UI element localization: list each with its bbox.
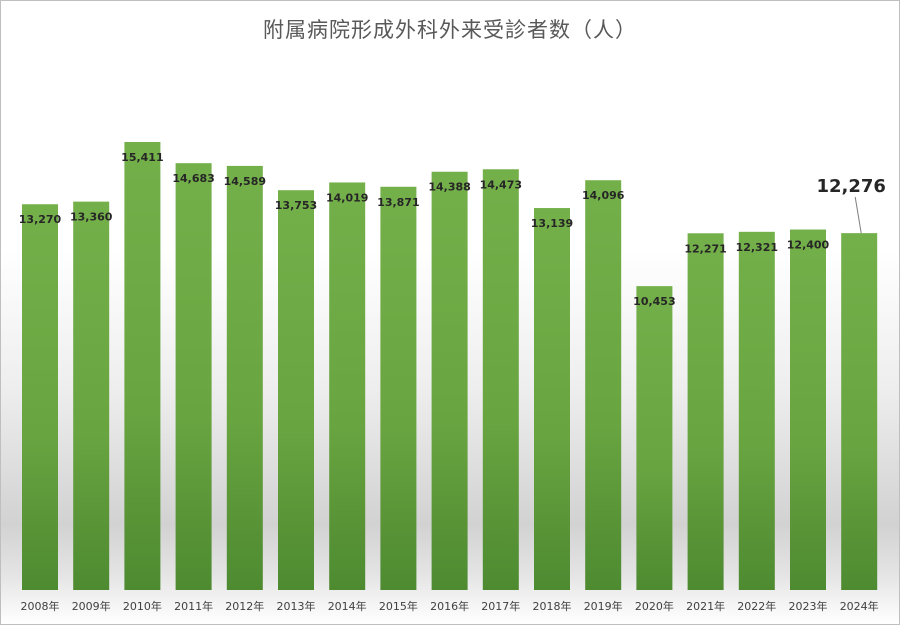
bar-2020年 xyxy=(636,286,673,590)
x-tick-label: 2021年 xyxy=(686,599,725,613)
value-label: 12,321 xyxy=(736,241,778,254)
x-tick-label: 2014年 xyxy=(328,599,367,613)
bar-2009年 xyxy=(73,201,110,590)
bar-2010年 xyxy=(124,142,161,590)
value-label: 13,753 xyxy=(275,199,317,212)
x-tick-label: 2010年 xyxy=(123,599,162,613)
x-tick-label: 2009年 xyxy=(72,599,111,613)
bar-2018年 xyxy=(534,208,570,590)
x-tick-label: 2024年 xyxy=(840,599,879,613)
x-tick-label: 2017年 xyxy=(481,599,520,613)
bar-2014年 xyxy=(329,182,366,590)
x-tick-label: 2011年 xyxy=(174,599,213,613)
value-label: 14,589 xyxy=(224,175,266,188)
bar-2022年 xyxy=(738,231,775,590)
bar-2013年 xyxy=(278,190,314,590)
bar-2024年 xyxy=(841,233,878,591)
value-label: 14,388 xyxy=(428,181,470,194)
value-label: 13,360 xyxy=(70,211,113,224)
value-label: 10,453 xyxy=(633,295,675,308)
bar-2011年 xyxy=(175,163,212,590)
bar-2016年 xyxy=(431,171,468,590)
x-tick-label: 2018年 xyxy=(533,599,572,613)
value-label: 13,270 xyxy=(19,213,62,226)
callout-leader-line xyxy=(854,196,862,234)
x-tick-label: 2020年 xyxy=(635,599,674,613)
value-label: 13,871 xyxy=(377,196,419,209)
bar-2008年 xyxy=(22,204,58,590)
highlight-value-label: 12,276 xyxy=(816,176,885,197)
x-tick-label: 2023年 xyxy=(789,599,828,613)
x-tick-label: 2019年 xyxy=(584,599,623,613)
chart-title: 附属病院形成外科外来受診者数（人） xyxy=(263,18,637,42)
x-tick-label: 2013年 xyxy=(277,599,316,613)
value-label: 14,019 xyxy=(326,191,368,204)
bar-2019年 xyxy=(585,180,622,590)
bar-2015年 xyxy=(380,186,417,591)
x-tick-label: 2012年 xyxy=(225,599,264,613)
x-tick-label: 2022年 xyxy=(737,599,776,613)
bar-2021年 xyxy=(687,233,724,590)
value-label: 14,473 xyxy=(480,178,522,191)
value-label: 13,139 xyxy=(531,217,573,230)
value-label: 12,400 xyxy=(787,239,830,252)
bar-2023年 xyxy=(790,229,826,590)
bar-2012年 xyxy=(226,165,263,590)
value-label: 12,271 xyxy=(684,242,726,255)
value-label: 14,683 xyxy=(172,172,214,185)
x-tick-label: 2015年 xyxy=(379,599,418,613)
value-label: 14,096 xyxy=(582,189,625,202)
bar-2017年 xyxy=(482,169,519,590)
x-tick-label: 2008年 xyxy=(21,599,60,613)
x-tick-label: 2016年 xyxy=(430,599,469,613)
value-label: 15,411 xyxy=(121,151,163,164)
